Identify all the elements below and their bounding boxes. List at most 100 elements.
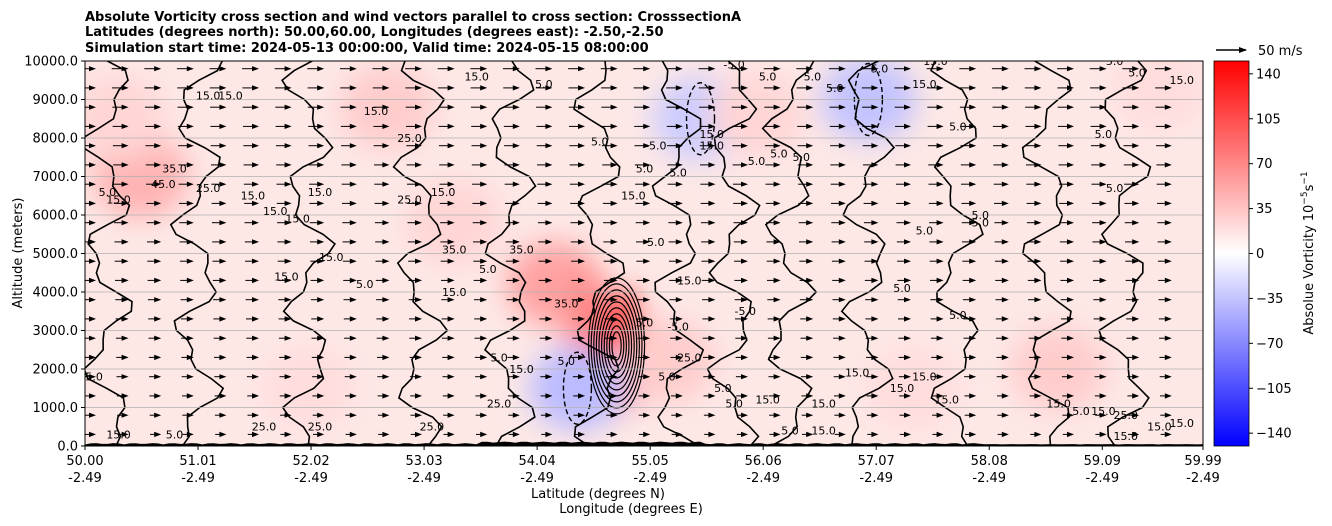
wind-vector-head-130: [284, 239, 292, 245]
wind-vector-head-482: [871, 85, 879, 91]
wind-vector-head-543: [969, 104, 977, 110]
wind-vector-head-515: [904, 335, 911, 341]
wind-vector-head-383: [708, 104, 716, 110]
colorbar-ticks: 140 105 70 35 0 −35 −70 −105 −140: [1249, 67, 1292, 442]
wind-vector-head-225: [447, 143, 455, 149]
wind-vector-head-555: [969, 335, 977, 341]
wind-vector-head-403: [741, 104, 748, 110]
wind-vector-head-495: [871, 335, 879, 341]
wind-vector-head-185: [382, 143, 390, 149]
wind-vector-head-385: [708, 143, 716, 149]
wind-vector-head-17: [89, 374, 96, 380]
wind-vector-head-152: [317, 277, 325, 284]
wind-vector-head-368: [675, 200, 683, 206]
wind-vector-head-230: [447, 239, 455, 245]
wind-vector-head-242: [480, 85, 488, 91]
wind-vector-head-434: [773, 316, 781, 322]
wind-vector-head-452: [806, 277, 814, 284]
wind-vector-head-464: [838, 123, 846, 129]
wind-vector-head-30: [121, 239, 129, 245]
wind-vector-head-171: [349, 258, 357, 264]
x-tick-label-lon-9: -2.49: [1085, 471, 1119, 486]
wind-vector-head-530: [936, 239, 944, 245]
wind-vector-head-480: [838, 431, 846, 438]
wind-vector-head-228: [447, 200, 455, 206]
x-tick-label-lat-0: 50.00: [66, 454, 103, 469]
chart-title-line-1: Absolute Vorticity cross section and win…: [85, 10, 741, 25]
wind-vector-head-8: [89, 200, 96, 206]
wind-vector-head-632: [1099, 277, 1107, 284]
wind-vector-head-538: [936, 393, 944, 399]
wind-vector-head-441: [806, 66, 814, 72]
colorbar-tick-label-7: −105: [1256, 382, 1292, 397]
x-tick-label-lat-4: 54.04: [519, 454, 556, 469]
wind-vector-head-274: [512, 316, 520, 322]
wind-vector-head-667: [1164, 181, 1172, 187]
wind-vector-head-666: [1164, 162, 1172, 168]
contour-ring-10: [587, 277, 646, 415]
wind-vector-head-575: [1001, 335, 1009, 341]
contour-label-1: 5.0: [99, 186, 117, 199]
wind-vector-head-352: [643, 277, 651, 284]
wind-vector-head-167: [349, 181, 357, 187]
contour-label-12: 15.0: [319, 251, 344, 264]
wind-vector-head-251: [480, 258, 488, 264]
wind-vector-head-569: [1001, 220, 1009, 226]
wind-vector-head-479: [838, 412, 846, 418]
wind-vector-head-55: [154, 335, 162, 341]
wind-vector-head-395: [708, 335, 716, 341]
wind-vector-head-261: [512, 66, 520, 72]
wind-vector-head-510: [904, 239, 911, 245]
contour-label-16: 25.0: [397, 132, 422, 145]
wind-vector-head-665: [1164, 143, 1172, 149]
contour-label-55: 15.0: [845, 367, 870, 380]
colorbar-tick-label-3: 35: [1256, 202, 1273, 217]
wind-vector-head-366: [675, 162, 683, 168]
wind-vector-head-369: [675, 220, 683, 226]
wind-vector-head-256: [480, 354, 488, 361]
x-tick-label-lon-7: -2.49: [859, 471, 893, 486]
wind-vector-head-162: [349, 85, 357, 91]
wind-vector-head-499: [871, 412, 879, 418]
wind-vector-head-319: [578, 412, 585, 418]
x-tick-label-lat-5: 55.05: [632, 454, 669, 469]
wind-vector-head-634: [1099, 316, 1107, 322]
wind-vector-head-620: [1067, 431, 1074, 438]
wind-vector-head-607: [1067, 181, 1074, 187]
wind-vector-head-197: [382, 374, 390, 380]
wind-vector-head-416: [741, 354, 748, 361]
contour-ring-2: [608, 325, 625, 367]
contour-label-14: 5.0: [356, 278, 374, 291]
wind-vector-head-605: [1067, 143, 1074, 149]
wind-vector-head-211: [415, 258, 422, 264]
wind-vector-head-680: [1164, 431, 1172, 438]
vorticity-blob-1: [85, 76, 167, 161]
wind-vector-head-346: [643, 162, 651, 168]
wind-vector-head-468: [838, 200, 846, 206]
wind-vector-head-544: [969, 123, 977, 129]
wind-vector-head-655: [1132, 335, 1140, 341]
wind-vector-head-91: [219, 258, 227, 264]
wind-vector-head-26: [121, 162, 129, 168]
wind-vector-head-586: [1034, 162, 1042, 168]
wind-vector-head-548: [969, 200, 977, 206]
wind-vectors: [85, 66, 1172, 438]
contour-label-82: 25.0: [308, 421, 333, 434]
wind-vector-head-432: [773, 277, 781, 284]
wind-vector-head-291: [545, 258, 553, 264]
wind-vector-head-374: [675, 316, 683, 322]
contour-label-87: 15.0: [1114, 430, 1139, 443]
wind-vector-head-359: [643, 412, 651, 418]
wind-vector-head-378: [675, 393, 683, 399]
wind-vector-head-310: [578, 239, 585, 245]
wind-vector-head-19: [89, 412, 96, 418]
wind-vector-head-208: [415, 200, 422, 206]
wind-vector-head-545: [969, 143, 977, 149]
wind-vector-head-36: [121, 354, 129, 361]
wind-vector-head-536: [936, 354, 944, 361]
wind-vector-head-227: [447, 181, 455, 187]
wind-vector-head-52: [154, 277, 162, 284]
wind-vector-head-528: [936, 200, 944, 206]
wind-vector-head-340: [610, 431, 618, 438]
y-tick-label-0: 0.0: [57, 440, 78, 455]
